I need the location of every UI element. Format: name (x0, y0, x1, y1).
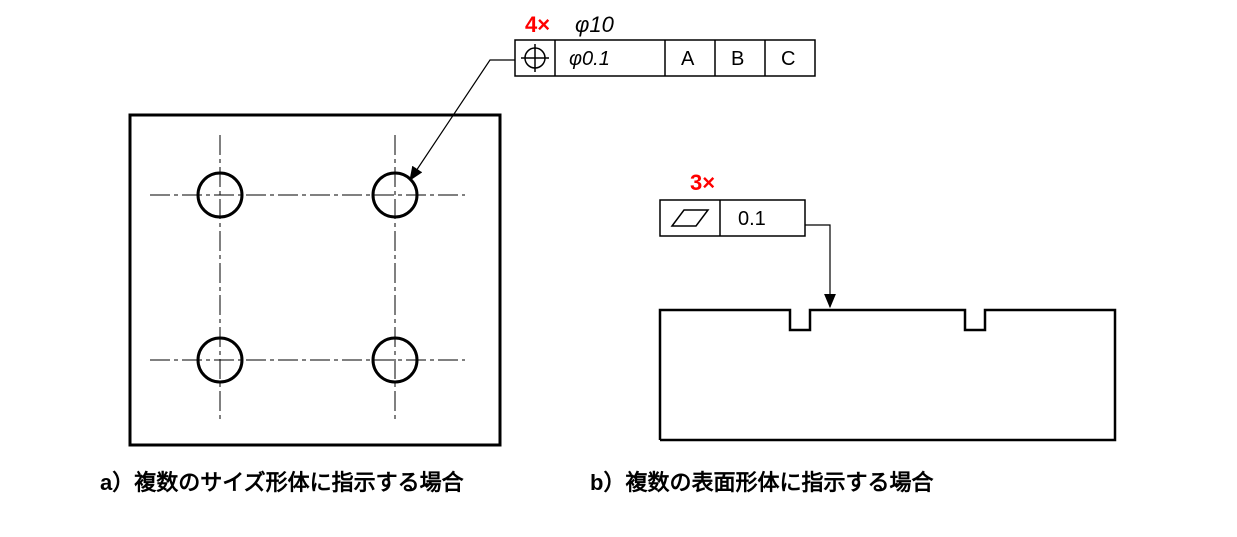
fcf-a-datum-2: C (781, 48, 795, 70)
callout-a-dim: φ10 (575, 12, 615, 37)
fcf-a: φ0.1 A B C (515, 40, 815, 76)
fcf-a-datum-1: B (731, 48, 744, 70)
fcf-a-datum-0: A (681, 48, 695, 70)
holes (198, 173, 417, 382)
fcf-b: 0.1 (660, 200, 805, 236)
panel-a: 4× φ10 φ0.1 A B C a）複数のサイズ形体に指示する (100, 12, 815, 495)
callout-b-prefix: 3× (690, 170, 715, 195)
panel-b: 3× 0.1 b）複数の表面形体に指示する場合 (590, 170, 1115, 495)
fcf-b-tol: 0.1 (738, 208, 766, 230)
caption-b: b）複数の表面形体に指示する場合 (590, 470, 934, 495)
profile-b (660, 310, 1115, 440)
leader-b (805, 225, 830, 307)
plate-outline (130, 115, 500, 445)
fcf-a-tol: φ0.1 (569, 48, 610, 70)
callout-a-prefix: 4× (525, 12, 550, 37)
centerlines (150, 135, 465, 420)
caption-a: a）複数のサイズ形体に指示する場合 (100, 470, 465, 495)
